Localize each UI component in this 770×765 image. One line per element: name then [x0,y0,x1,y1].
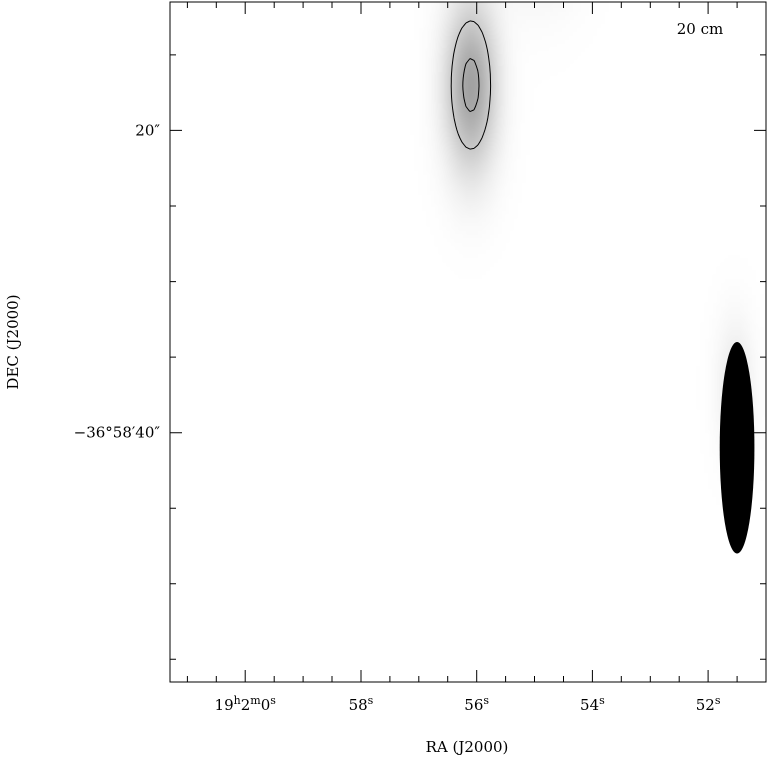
y-tick-label: 20″ [135,121,160,139]
tick-marks [170,2,767,682]
y-axis-title: DEC (J2000) [4,294,22,389]
contour-level-2 [462,58,480,113]
x-tick-label: 19h2m0s [215,694,277,714]
x-tick-label: 52s [696,694,721,714]
x-tick-labels: 19h2m0s 58s 56s 54s 52s [215,694,721,714]
contour-level-1 [450,20,492,150]
y-tick-labels: 40″57′00″20″40″58′00″20″−36°58′40″ [74,121,161,442]
intensity-map [170,2,766,682]
plot-frame [169,1,767,683]
axis-ticks [170,2,767,682]
y-tick-label: −36°58′40″ [74,424,161,442]
x-axis-title: RA (J2000) [426,738,509,756]
x-tick-label: 58s [349,694,374,714]
beam-ellipse [719,342,755,554]
x-tick-label: 54s [580,694,605,714]
x-tick-label: 56s [464,694,489,714]
contour-layer [450,20,492,150]
band-label: 20 cm [677,20,723,38]
